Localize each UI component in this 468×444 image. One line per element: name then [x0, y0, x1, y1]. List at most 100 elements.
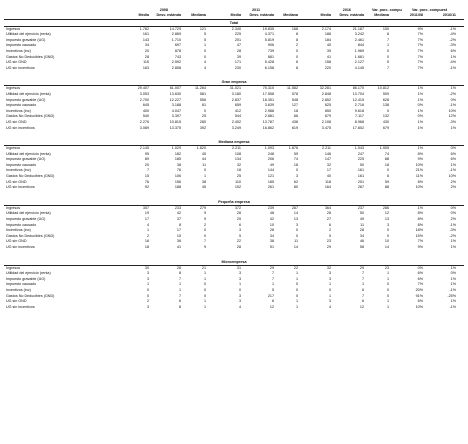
- table-cell: 7: [361, 293, 364, 298]
- row-label: Utilidad del ejercicio (renta): [6, 271, 51, 276]
- row-label: Impuesto causado: [6, 162, 37, 167]
- table-row: Impuesto gravable (UG) 143 1.710 5 201 5.819 8…: [4, 38, 464, 44]
- table-cell: 248: [267, 151, 274, 156]
- table-cell: 7%: [417, 60, 423, 65]
- table-cell: 1.710: [171, 37, 181, 42]
- table-cell: 1%: [417, 205, 423, 210]
- table-cell: 32: [326, 162, 331, 167]
- table-cell: 19.835: [262, 26, 274, 31]
- table-row: Utilidad del ejercicio (renta) 3 8 1 3 7 1 3 7 1 6…: [4, 271, 464, 277]
- table-cell: 1%: [417, 119, 423, 124]
- row-label: UG sin incentivos: [6, 185, 35, 190]
- row-label: Gastos No Deducibles (GND): [6, 54, 55, 59]
- year-2016: 2016: [342, 8, 351, 12]
- table-cell: 4: [146, 222, 149, 227]
- table-cell: 17.558: [262, 91, 274, 96]
- table-cell: 0: [146, 287, 149, 292]
- table-cell: 5: [328, 233, 331, 238]
- var-label-2: Var. porc. compuest: [412, 8, 448, 12]
- table-cell: 372: [234, 205, 241, 210]
- table-cell: 681: [267, 54, 274, 59]
- table-cell: 10: [384, 239, 389, 244]
- table-cell: 3: [295, 174, 298, 179]
- table-cell: 220: [324, 65, 331, 70]
- table-cell: 47: [236, 43, 241, 48]
- table-cell: 0: [203, 48, 206, 53]
- table-cell: 14: [293, 211, 298, 216]
- table-cell: 28: [176, 265, 181, 270]
- table-cell: 279: [199, 205, 206, 210]
- table-cell: 6: [386, 174, 389, 179]
- section-gap: [4, 251, 464, 259]
- table-cell: 6: [178, 299, 181, 304]
- table-cell: 13: [293, 217, 298, 222]
- table-cell: 578: [291, 91, 298, 96]
- table-cell: 619: [291, 125, 298, 130]
- table-cell: 6: [361, 287, 364, 292]
- table-cell: 37: [176, 217, 181, 222]
- table-cell: 4: [238, 304, 241, 309]
- row-label: Impuesto gravable (UG): [6, 217, 46, 222]
- table-cell: 10: [269, 222, 274, 227]
- table-cell: 217: [267, 293, 274, 298]
- table-cell: 2.852: [321, 97, 331, 102]
- table-cell: 86.170: [352, 86, 364, 91]
- table-cell: 906: [267, 43, 274, 48]
- table-cell: 0%: [417, 114, 423, 119]
- table-cell: 3: [238, 293, 241, 298]
- table-cell: 8.968: [354, 119, 364, 124]
- table-cell: 0: [203, 108, 206, 113]
- table-cell: 1%: [417, 86, 423, 91]
- table-cell: 1: [271, 282, 274, 287]
- table-cell: 878: [174, 48, 181, 53]
- table-cell: 13.630: [169, 91, 181, 96]
- table-cell: 6: [361, 299, 364, 304]
- table-cell: 2.837: [231, 97, 241, 102]
- row-label: Utilidad del ejercicio (renta): [6, 151, 51, 156]
- table-cell: 31.021: [229, 86, 241, 91]
- table-cell: 21: [201, 265, 206, 270]
- table-cell: 1%: [450, 125, 456, 130]
- table-cell: 2%: [450, 185, 456, 190]
- table-cell: 7%: [417, 65, 423, 70]
- table-row: Utilidad del ejercicio (renta) 19 42 9 28 48 1…: [4, 211, 464, 217]
- table-cell: 150: [382, 26, 389, 31]
- column-header: Desv. estánda: [156, 13, 181, 17]
- row-label: UG sin GND: [6, 239, 27, 244]
- table-cell: -1%: [449, 287, 456, 292]
- row-label: UG sin GND: [6, 179, 27, 184]
- row-label: UG sin GND: [6, 299, 27, 304]
- table-cell: 4.047: [171, 108, 181, 113]
- table-cell: 10%: [415, 162, 423, 167]
- table-cell: 1: [203, 174, 206, 179]
- table-cell: 4.371: [264, 32, 274, 37]
- table-cell: 1.043: [354, 146, 364, 151]
- table-cell: 6%: [450, 157, 456, 162]
- table-row: UG sin incentivos 3 8 1 4 12 1 4 12 1 10% -1%: [4, 305, 464, 311]
- table-cell: 12: [384, 211, 389, 216]
- table-cell: 45: [201, 151, 206, 156]
- table-cell: 225: [357, 157, 364, 162]
- table-cell: 286: [382, 205, 389, 210]
- column-header: Media: [138, 13, 149, 17]
- table-cell: 134: [234, 157, 241, 162]
- table-cell: 6%: [450, 48, 456, 53]
- table-cell: 548: [291, 97, 298, 102]
- table-cell: 29.407: [137, 86, 149, 91]
- table-cell: 15: [144, 174, 149, 179]
- table-cell: 76: [144, 179, 149, 184]
- table-cell: 41: [326, 54, 331, 59]
- table-cell: 7: [386, 37, 389, 42]
- column-header: Mediana: [191, 13, 206, 17]
- table-cell: 2.276: [139, 119, 149, 124]
- row-label: Incentivos (inc): [6, 108, 31, 113]
- table-cell: 7: [203, 239, 206, 244]
- table-cell: 27: [326, 217, 331, 222]
- table-cell: 0: [386, 233, 389, 238]
- table-cell: -1%: [449, 304, 456, 309]
- table-cell: 36: [176, 239, 181, 244]
- section-gap: [4, 191, 464, 199]
- table-cell: 1%: [450, 299, 456, 304]
- table-cell: 8: [295, 37, 298, 42]
- table-cell: 5.428: [264, 60, 274, 65]
